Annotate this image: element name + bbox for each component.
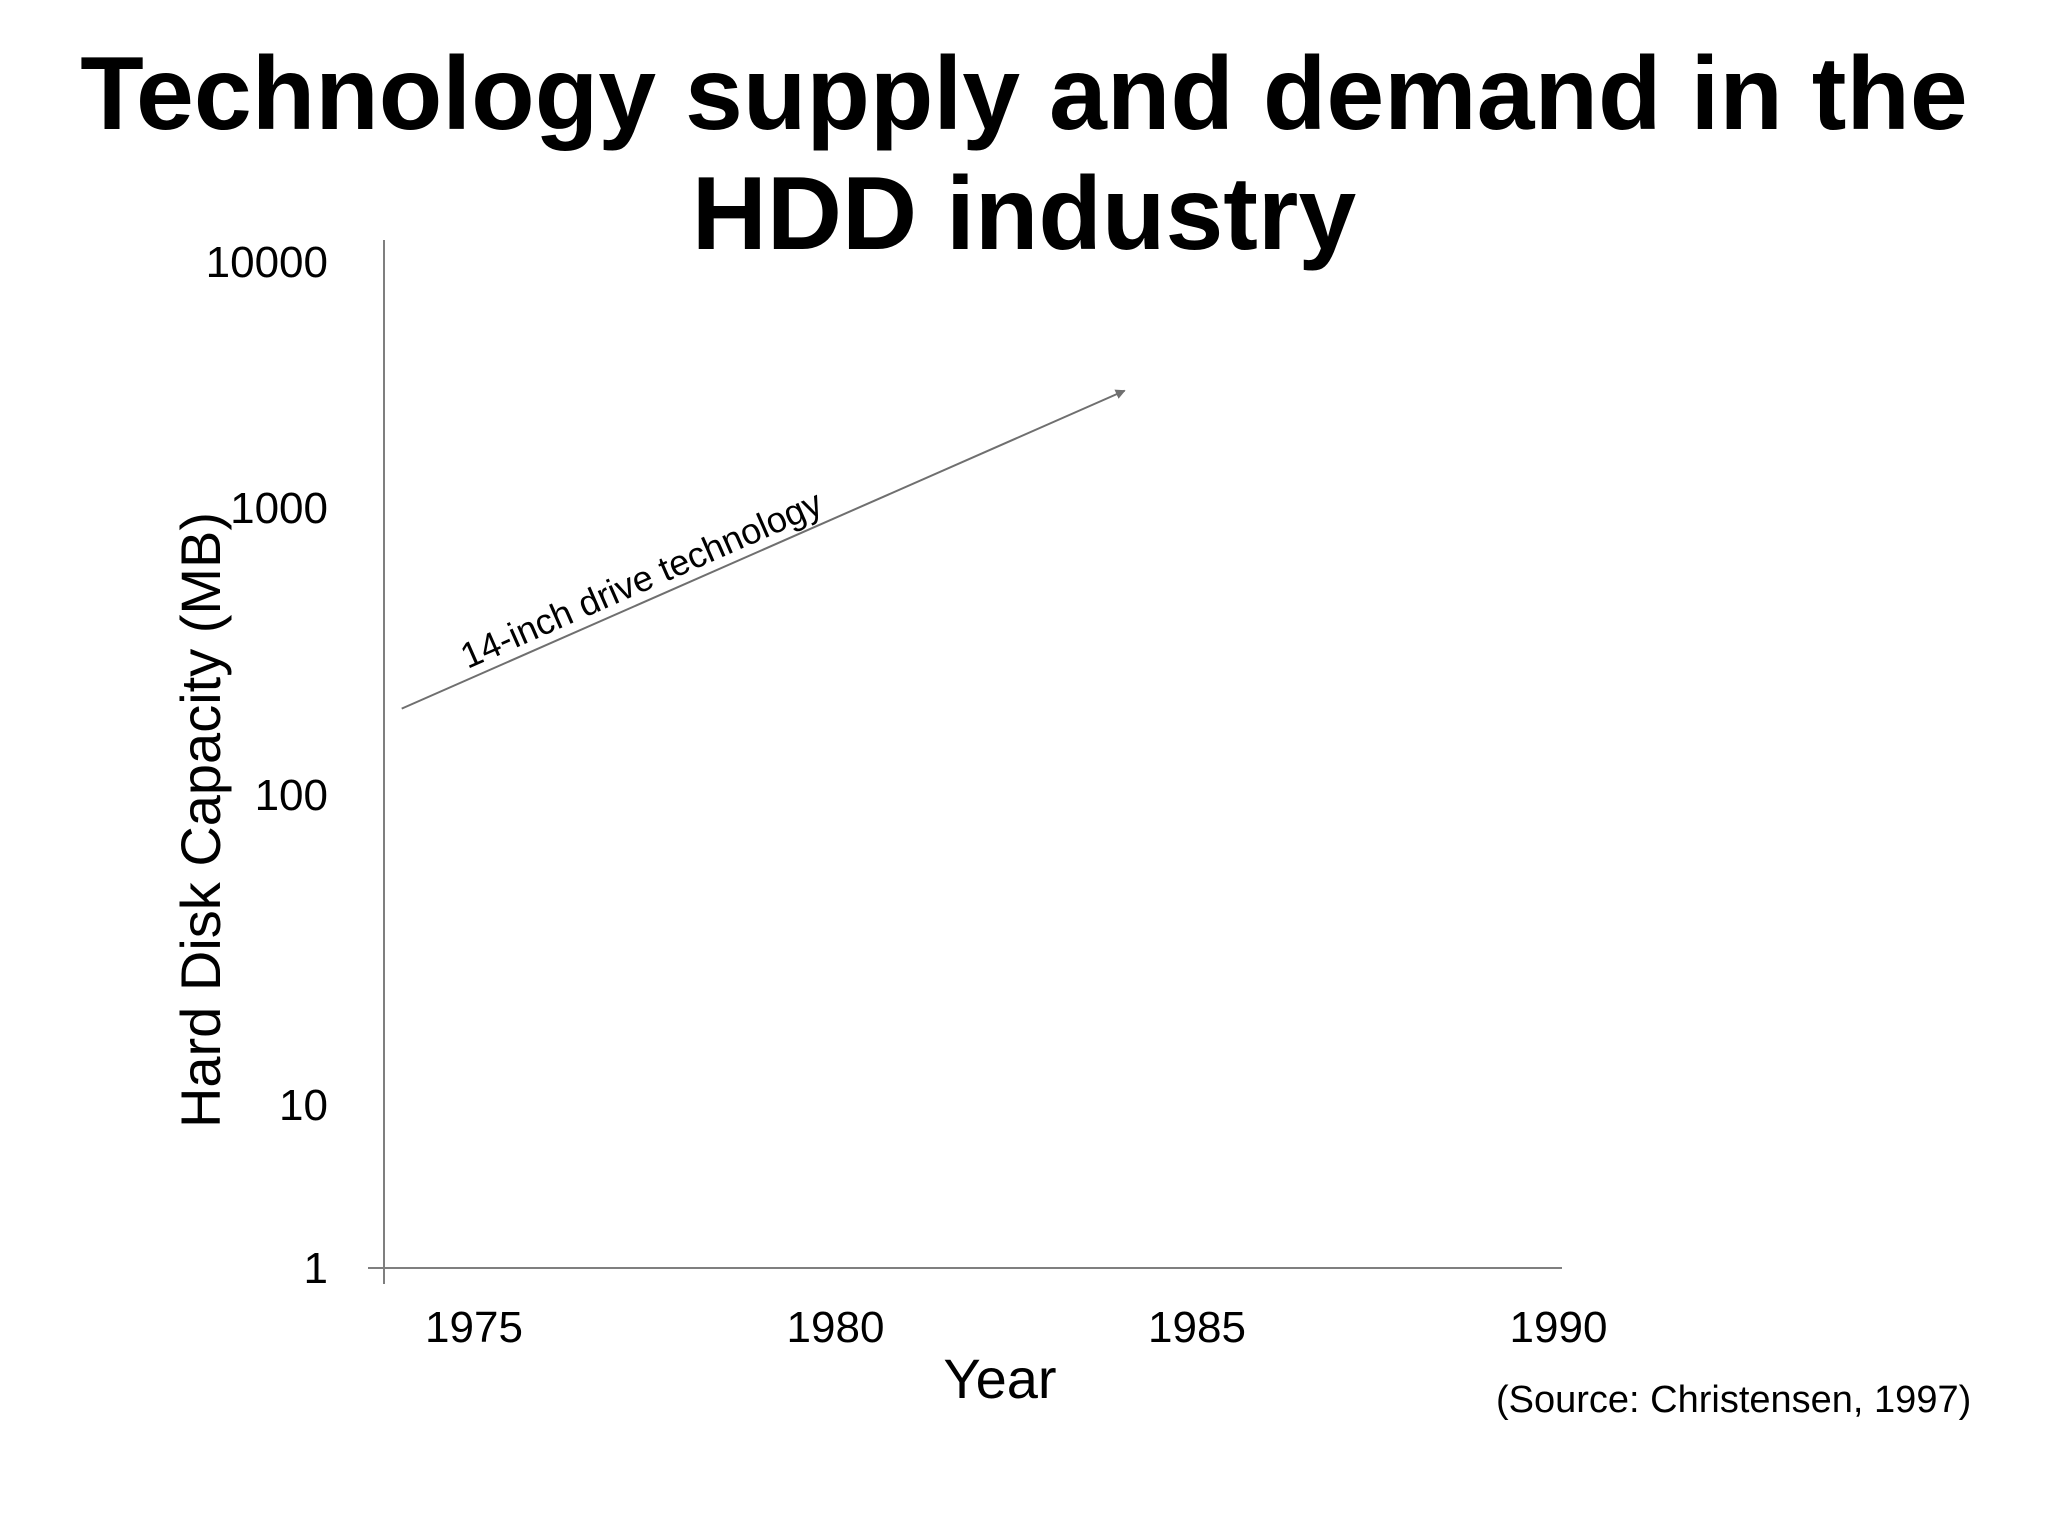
y-axis-title: Hard Disk Capacity (MB) <box>169 512 232 1128</box>
y-tick-label: 10 <box>279 1081 328 1130</box>
slide-title: Technology supply and demand in the HDD … <box>0 34 2048 274</box>
y-tick-label: 10000 <box>206 238 328 287</box>
x-tick-label: 1990 <box>1510 1303 1608 1352</box>
technology-trajectory-label: 14-inch drive technology <box>454 482 828 677</box>
axes-layer <box>368 240 1562 1284</box>
axis-titles-layer: Year Hard Disk Capacity (MB) <box>169 512 1057 1410</box>
x-tick-label: 1975 <box>425 1303 523 1352</box>
x-tick-label: 1980 <box>787 1303 885 1352</box>
y-tick-label: 1 <box>304 1244 328 1293</box>
x-axis-title: Year <box>943 1347 1056 1410</box>
slide-title-line-1: Technology supply and demand in the <box>80 36 1968 152</box>
source-note: (Source: Christensen, 1997) <box>1496 1379 1972 1421</box>
technology-trajectory-arrow <box>401 389 1126 710</box>
annotation-layer: 14-inch drive technology <box>401 389 1126 710</box>
y-tick-label: 1000 <box>230 484 328 533</box>
y-tick-label: 100 <box>255 771 328 820</box>
x-tick-label: 1985 <box>1148 1303 1246 1352</box>
slide-title-line-2: HDD industry <box>691 156 1357 272</box>
ticks-layer: 1 10 100 1000 10000 1975 1980 1985 1990 <box>206 238 1608 1352</box>
